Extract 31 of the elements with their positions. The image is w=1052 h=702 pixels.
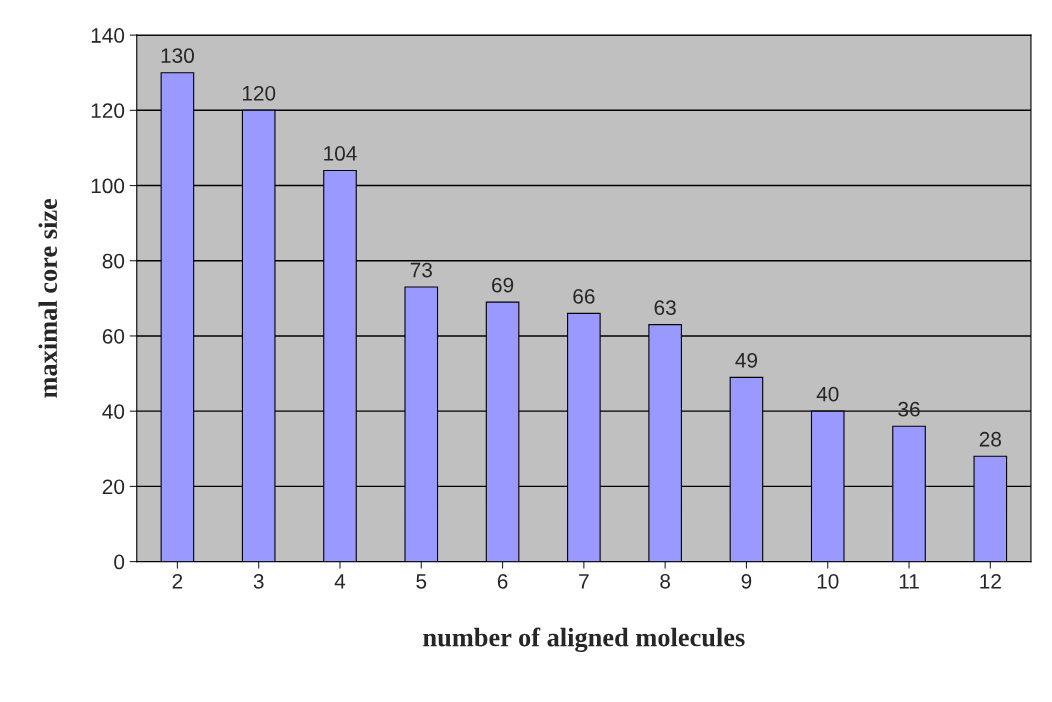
data-label: 69 xyxy=(492,277,514,293)
y-tick-label: 80 xyxy=(102,253,125,269)
data-label: 130 xyxy=(161,48,194,64)
x-tick-label: 12 xyxy=(980,573,1001,589)
y-tick-label: 0 xyxy=(114,554,125,570)
x-tick-label: 10 xyxy=(817,573,839,589)
y-tick-label: 20 xyxy=(102,479,125,495)
y-tick-label: 140 xyxy=(91,28,125,43)
data-label: 40 xyxy=(816,386,839,402)
x-tick-label: 8 xyxy=(660,573,671,589)
data-label: 73 xyxy=(410,262,432,278)
y-tick-label: 60 xyxy=(102,328,125,344)
x-tick-label: 7 xyxy=(579,574,589,589)
x-tick-label: 11 xyxy=(899,574,919,589)
x-tick-label: 3 xyxy=(253,573,264,589)
data-label: 104 xyxy=(324,146,357,161)
data-label: 120 xyxy=(242,85,276,101)
x-tick-label: 5 xyxy=(416,574,427,589)
x-tick-label: 6 xyxy=(497,573,508,589)
y-axis-title: maximal core size xyxy=(38,198,58,398)
x-axis-title: number of aligned molecules xyxy=(423,627,745,652)
x-tick-label: 2 xyxy=(172,573,183,589)
x-tick-label: 9 xyxy=(741,573,752,589)
y-tick-label: 120 xyxy=(91,103,125,119)
x-tick-label: 4 xyxy=(334,574,346,589)
y-tick-label: 40 xyxy=(102,404,125,419)
y-tick-label: 100 xyxy=(91,178,125,194)
data-label: 66 xyxy=(573,288,595,304)
data-label: 63 xyxy=(654,300,676,315)
data-label: 28 xyxy=(979,431,1001,447)
data-label: 49 xyxy=(735,352,758,368)
